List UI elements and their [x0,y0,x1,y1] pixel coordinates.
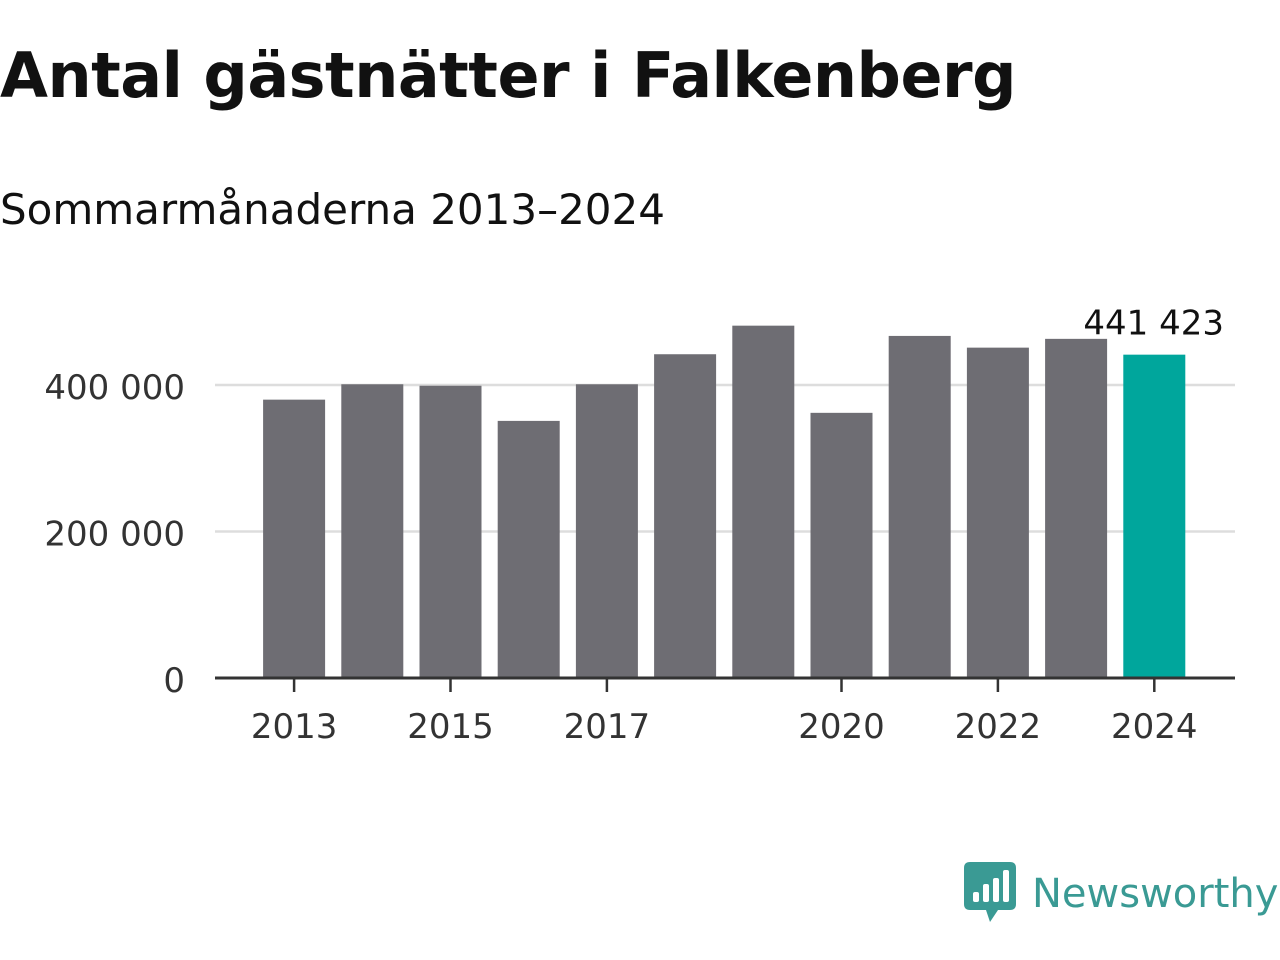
labels: 0 200 000 400 000 2013 2015 2017 2020 2022 2024 4… [44,304,1224,747]
logo-bar-4 [1003,870,1009,902]
bars [263,325,1186,678]
chart-subtitle: Sommarmånaderna 2013–2024 [0,185,665,234]
x-tick-label: 2013 [251,707,338,747]
bar-2013 [263,399,326,678]
newsworthy-logo-icon [964,862,1016,922]
bar-2019 [732,325,795,678]
newsworthy-logo: Newsworthy [964,862,1278,926]
x-tick-label: 2017 [564,707,651,747]
x-tick-label: 2020 [798,707,885,747]
y-tick-label: 200 000 [44,515,185,555]
bar-2020 [810,412,873,678]
bar-2023 [1045,338,1108,678]
bar-2024 [1123,354,1186,678]
axes [215,676,1235,692]
bar-2022 [966,347,1029,678]
y-tick-label: 0 [163,661,185,701]
x-tick-label: 2024 [1111,707,1198,747]
bar-2021 [888,335,951,678]
y-tick-label: 400 000 [44,368,185,408]
bar-2015 [419,385,482,678]
bar-2014 [341,384,404,678]
logo-bar-1 [973,892,979,902]
x-tick-label: 2022 [955,707,1042,747]
logo-bar-2 [983,884,989,902]
logo-bar-3 [993,878,999,902]
logo-text: Newsworthy [1032,871,1279,917]
chart-title: Antal gästnätter i Falkenberg [0,39,1016,112]
x-tick-label: 2015 [407,707,494,747]
bar-2016 [497,420,560,678]
data-label: 441 423 [1083,304,1224,344]
bar-2017 [575,384,638,678]
bar-2018 [654,354,717,678]
